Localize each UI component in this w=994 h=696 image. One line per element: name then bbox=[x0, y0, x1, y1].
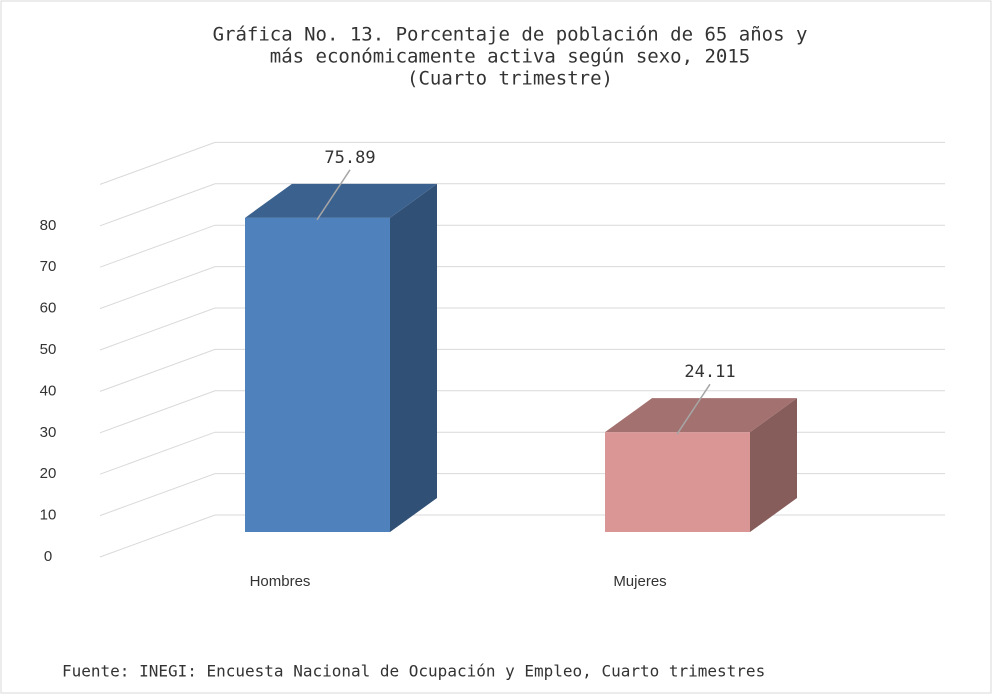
y-tick-label: 40 bbox=[40, 382, 57, 399]
chart-title: más económicamente activa según sexo, 20… bbox=[270, 46, 750, 68]
grid-line bbox=[99, 141, 945, 185]
bar-top bbox=[605, 398, 797, 433]
grid-line bbox=[99, 390, 945, 434]
y-tick-label: 30 bbox=[40, 424, 57, 441]
y-tick-label: 10 bbox=[40, 507, 57, 524]
data-label: 24.11 bbox=[684, 362, 735, 382]
leader-line bbox=[316, 169, 351, 221]
y-tick-label: 20 bbox=[40, 465, 57, 482]
bar bbox=[605, 432, 750, 532]
bar-side bbox=[390, 183, 437, 532]
data-label: 75.89 bbox=[324, 148, 375, 168]
y-tick-label: 80 bbox=[40, 217, 57, 234]
bar-side bbox=[750, 398, 797, 532]
bar bbox=[245, 217, 390, 532]
y-tick-label: 0 bbox=[44, 548, 52, 565]
chart-title: (Cuarto trimestre) bbox=[407, 68, 613, 90]
y-tick-label: 50 bbox=[40, 341, 57, 358]
grid-line bbox=[99, 266, 945, 310]
grid-line bbox=[99, 348, 945, 392]
grid-line bbox=[99, 307, 945, 351]
y-tick-label: 60 bbox=[40, 300, 57, 317]
grid-line bbox=[99, 224, 945, 268]
grid-line bbox=[99, 183, 945, 227]
leader-line bbox=[676, 383, 711, 435]
chart-title: Gráfica No. 13. Porcentaje de población … bbox=[213, 24, 808, 46]
y-tick-label: 70 bbox=[40, 258, 57, 275]
x-tick-label: Mujeres bbox=[613, 573, 666, 590]
x-tick-label: Hombres bbox=[250, 573, 311, 590]
bar-top bbox=[245, 183, 437, 218]
source-note: Fuente: INEGI: Encuesta Nacional de Ocup… bbox=[62, 662, 765, 681]
